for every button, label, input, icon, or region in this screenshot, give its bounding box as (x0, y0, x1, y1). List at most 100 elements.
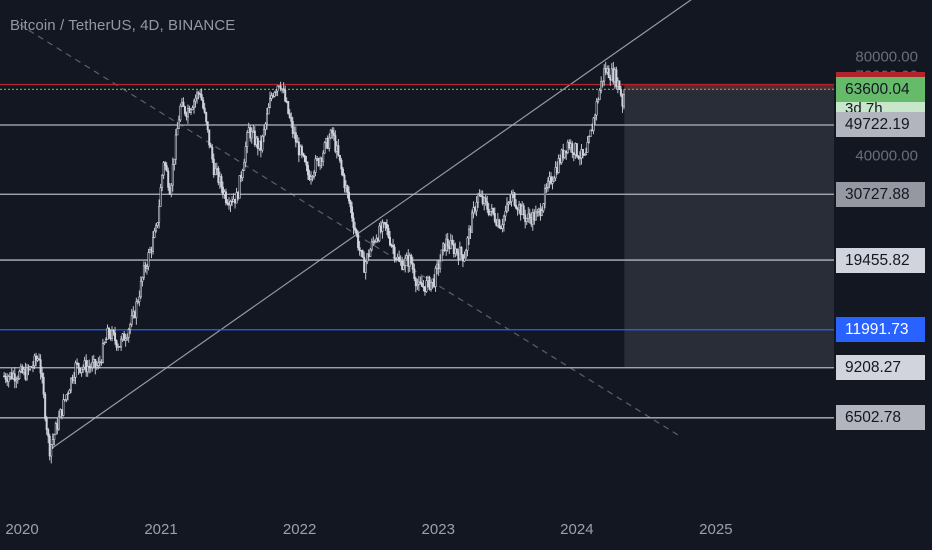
candle-body (264, 123, 267, 130)
candle-body (54, 423, 57, 435)
candle-body (419, 281, 422, 284)
candle-body (622, 94, 625, 107)
candle-body (202, 99, 205, 109)
candle-body (430, 281, 433, 290)
candle-body (268, 98, 271, 108)
candle-body (464, 250, 467, 259)
candle-body (551, 180, 554, 184)
solid-trendline (48, 0, 692, 451)
candle-body (399, 260, 402, 263)
candle-body (568, 142, 571, 149)
candle-body (317, 158, 320, 166)
candle-body (474, 207, 477, 212)
candle-body (73, 376, 76, 381)
candle-body (481, 195, 484, 204)
dashed-trendline (19, 23, 682, 438)
candle-body (346, 185, 349, 193)
candle-body (540, 210, 543, 216)
candle-body (53, 434, 56, 440)
candle-body (200, 94, 203, 101)
candle-body (142, 265, 145, 278)
candle-body (320, 158, 323, 162)
candle-body (89, 366, 92, 369)
candle-body (129, 324, 132, 330)
candle-body (621, 94, 624, 107)
candle-body (519, 204, 522, 216)
candle-body (152, 237, 155, 252)
price-level-value: 9208.27 (845, 359, 902, 377)
candle-body (496, 219, 499, 226)
candle-body (235, 192, 238, 204)
candle-body (255, 137, 258, 146)
candle-body (323, 142, 326, 154)
candle-body (284, 89, 287, 102)
candle-body (395, 258, 398, 260)
candle-body (165, 165, 168, 172)
candle-body (243, 161, 246, 171)
candle-body (101, 343, 104, 363)
candle-body (609, 77, 612, 81)
risk-zone (624, 84, 834, 90)
candle-body (341, 168, 344, 176)
candle-body (270, 95, 273, 99)
candle-body (521, 205, 524, 216)
candle-body (177, 119, 180, 129)
candle-body (416, 284, 419, 287)
candle-body (86, 366, 89, 373)
candle-body (190, 109, 193, 113)
candle-body (275, 90, 278, 93)
candle-body (349, 200, 352, 208)
candle-body (550, 176, 553, 184)
candle-body (273, 92, 276, 97)
candle-body (513, 192, 516, 206)
candle-body (25, 366, 28, 380)
candle-body (376, 238, 379, 242)
candle-body (155, 225, 158, 232)
candle-body (224, 191, 227, 204)
candle-body (347, 191, 350, 202)
candle-body (98, 361, 101, 364)
candle-body (595, 101, 598, 116)
candle-body (38, 358, 41, 361)
candle-body (232, 198, 235, 202)
candle-body (489, 210, 492, 215)
candle-body (369, 249, 372, 257)
candle-body (174, 134, 177, 160)
candle-body (182, 101, 185, 107)
candle-body (10, 372, 13, 380)
candle-body (176, 128, 179, 136)
candle-body (234, 198, 237, 204)
candle-body (180, 101, 183, 107)
candle-body (475, 201, 478, 212)
candle-body (62, 399, 65, 416)
candle-body (583, 154, 586, 156)
candle-body (384, 222, 387, 225)
candle-body (495, 220, 498, 226)
candle-body (355, 229, 358, 235)
candle-body (71, 377, 74, 381)
candle-body (338, 154, 341, 161)
candle-body (278, 85, 281, 88)
candle-body (559, 158, 562, 163)
candle-body (569, 143, 572, 149)
price-tick-label: 80000.00 (855, 48, 918, 65)
candle-body (196, 92, 199, 99)
candle-body (469, 228, 472, 233)
candle-body (117, 346, 120, 348)
candle-body (282, 88, 285, 91)
candle-body (203, 107, 206, 113)
candle-body (382, 222, 385, 224)
candle-body (138, 296, 141, 302)
candle-body (288, 113, 291, 118)
candle-body (56, 423, 59, 430)
candle-body (300, 146, 303, 154)
candle-body (211, 146, 214, 160)
candle-body (360, 249, 363, 252)
candle-body (340, 160, 343, 170)
candle-body (27, 366, 30, 370)
candle-body (13, 373, 16, 382)
candle-body (458, 246, 461, 260)
candle-body (618, 80, 621, 90)
candle-body (294, 132, 297, 143)
